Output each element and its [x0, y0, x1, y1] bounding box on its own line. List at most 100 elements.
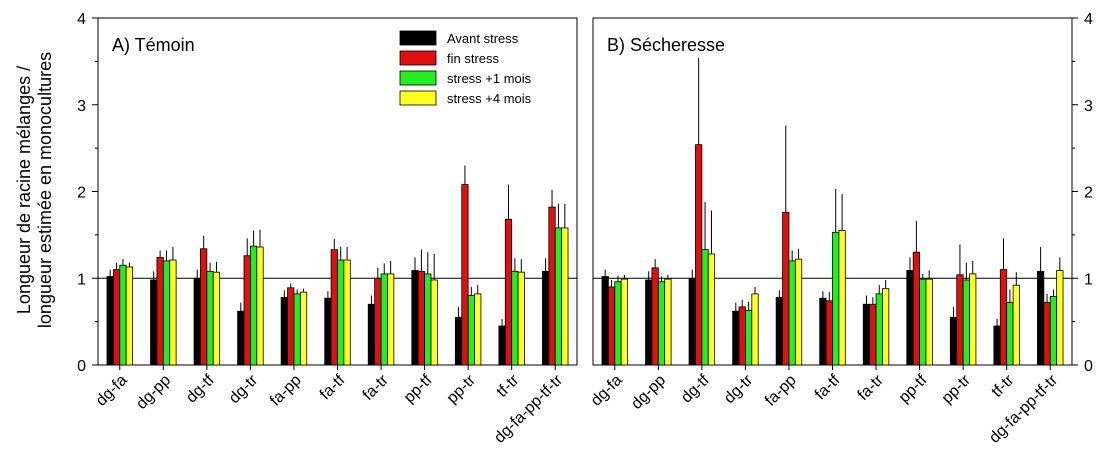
bar-avant-stress [993, 325, 1001, 366]
bar-stress-plus4-mois [474, 293, 482, 366]
category-label: dg-tr [226, 371, 262, 407]
y-axis-label-line2: longueur estimée en monocultures [35, 52, 55, 328]
category-label: tf-tr [494, 371, 523, 400]
category-label: dg-fa [93, 372, 131, 410]
bar-avant-stress [193, 277, 201, 366]
bar-fin-stress [651, 267, 659, 366]
y-tick-label: 0 [77, 358, 86, 375]
bar-stress-plus4-mois [256, 246, 264, 366]
bar-stress-plus1-mois [745, 309, 753, 366]
panel-title: B) Sécheresse [607, 35, 725, 55]
y-tick-label: 2 [1084, 185, 1093, 202]
category-label: fa-pp [267, 372, 305, 410]
bar-stress-plus4-mois [882, 288, 890, 366]
bar-fin-stress [504, 218, 513, 366]
bar-avant-stress [280, 296, 288, 366]
bar-stress-plus4-mois [212, 271, 221, 366]
legend: Avant stress fin stress stress +1 mois stre… [399, 30, 532, 106]
bar-fin-stress [607, 286, 616, 366]
bar-stress-plus1-mois [424, 273, 432, 366]
category-label: pp-tr [444, 371, 480, 407]
bar-avant-stress [237, 310, 245, 366]
y-tick-label: 4 [77, 11, 86, 28]
bar-stress-plus1-mois [162, 260, 171, 366]
bar-stress-plus4-mois [343, 259, 351, 366]
legend-swatch [399, 90, 437, 106]
legend-label: fin stress [447, 51, 500, 66]
category-label: dg-pp [133, 372, 174, 413]
bar-stress-plus1-mois [119, 264, 127, 366]
bar-fin-stress [999, 269, 1008, 366]
bar-stress-plus4-mois [125, 266, 133, 366]
bar-fin-stress [156, 257, 164, 366]
bar-stress-plus4-mois [387, 273, 395, 366]
bar-avant-stress [498, 325, 506, 366]
legend-label: stress +1 mois [447, 71, 532, 86]
bar-stress-plus1-mois [337, 259, 345, 366]
category-label: pp-tr [939, 371, 975, 407]
bar-stress-plus4-mois [1012, 284, 1020, 366]
category-label: dg-fa [588, 372, 626, 410]
bar-stress-plus1-mois [250, 245, 258, 366]
bar-stress-plus4-mois [751, 293, 759, 366]
panel-title: A) Témoin [112, 35, 195, 55]
legend-label: Avant stress [447, 31, 519, 46]
bar-stress-plus1-mois [832, 231, 840, 366]
bar-stress-plus4-mois [794, 258, 803, 366]
bar-fin-stress [417, 270, 425, 366]
legend-swatch [399, 50, 437, 66]
bar-fin-stress [374, 277, 382, 366]
bar-stress-plus4-mois [925, 278, 933, 366]
bar-fin-stress [330, 249, 338, 366]
bar-avant-stress [949, 316, 958, 366]
y-tick-label: 1 [1084, 271, 1093, 288]
category-label: pp-tf [401, 371, 436, 406]
bar-stress-plus1-mois [657, 281, 666, 366]
bar-avant-stress [106, 276, 114, 366]
bar-stress-plus4-mois [664, 278, 672, 366]
bar-avant-stress [688, 277, 696, 366]
bar-stress-plus1-mois [701, 249, 709, 366]
bar-avant-stress [1037, 270, 1045, 366]
bar-stress-plus4-mois [838, 230, 846, 366]
legend-swatch [399, 70, 437, 86]
bar-stress-plus4-mois [299, 291, 308, 366]
bar-avant-stress [862, 303, 871, 366]
category-label: dg-tf [678, 371, 713, 406]
bar-stress-plus4-mois [169, 259, 177, 366]
y-tick-label: 4 [1084, 11, 1093, 28]
legend-swatch [399, 30, 437, 46]
bar-fin-stress [825, 300, 833, 366]
category-label: pp-tf [896, 371, 931, 406]
bar-avant-stress [775, 296, 783, 366]
bar-fin-stress [200, 248, 208, 366]
bar-stress-plus1-mois [788, 260, 796, 366]
bar-fin-stress [287, 287, 295, 366]
bar-stress-plus4-mois [430, 279, 438, 366]
bar-stress-plus1-mois [467, 295, 475, 366]
y-axis-label: Longueur de racine mélanges / longueur e… [14, 52, 55, 328]
bar-stress-plus1-mois [962, 279, 970, 366]
y-tick-label: 3 [1084, 98, 1093, 115]
legend-label: stress +4 mois [447, 91, 532, 106]
y-tick-label: 0 [1084, 358, 1093, 375]
bar-fin-stress [243, 255, 251, 366]
bar-avant-stress [645, 279, 653, 366]
category-label: fa-tf [812, 371, 844, 403]
bar-fin-stress [1043, 302, 1051, 366]
category-label: fa-tr [360, 371, 393, 404]
category-label: fa-tr [855, 371, 888, 404]
bar-avant-stress [732, 310, 740, 366]
bar-fin-stress [912, 251, 920, 366]
bar-stress-plus4-mois [517, 271, 525, 366]
bar-stress-plus1-mois [380, 273, 388, 366]
bar-fin-stress [869, 303, 877, 366]
bar-fin-stress [548, 206, 556, 366]
y-tick-label: 3 [77, 98, 86, 115]
bar-stress-plus1-mois [1049, 296, 1058, 366]
bar-avant-stress [906, 270, 914, 366]
bar-fin-stress [695, 144, 703, 366]
bar-stress-plus4-mois [561, 227, 569, 366]
